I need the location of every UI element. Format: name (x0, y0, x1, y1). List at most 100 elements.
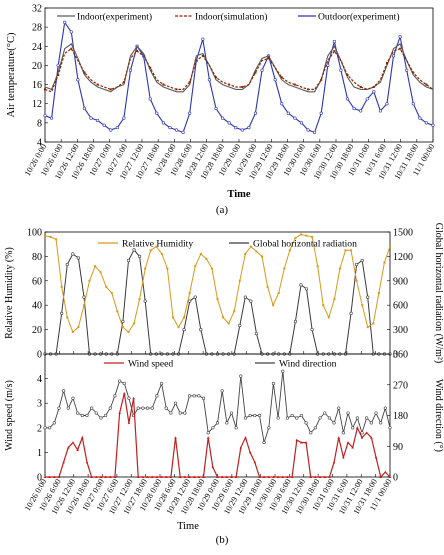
wind-speed-point (113, 475, 117, 478)
x-axis-title: Time (177, 521, 199, 532)
relative-humidity-point (366, 326, 369, 329)
global-horizontal-radiation-point (76, 256, 80, 260)
global-horizontal-radiation-point (121, 319, 125, 324)
relative-humidity-point (305, 234, 308, 237)
wind-direction-point (383, 406, 387, 410)
wind-direction-point (220, 389, 224, 393)
relative-humidity-point (322, 304, 325, 307)
relative-humidity-point (55, 238, 58, 241)
outdoor-experiment-point (398, 35, 402, 39)
outdoor-experiment-point (214, 106, 218, 111)
legend-label: Global horizontal radiation (253, 239, 357, 250)
wind-direction-point (211, 426, 215, 430)
wind-speed-point (351, 446, 355, 449)
outdoor-experiment-point (201, 37, 205, 41)
outdoor-experiment-point (372, 90, 376, 94)
indoor-simulation-point (188, 81, 191, 84)
outdoor-experiment-point (431, 123, 435, 127)
relative-humidity-point (160, 252, 163, 255)
wind-speed-point (169, 475, 173, 478)
wind-direction-point (248, 413, 252, 418)
wind-speed-point (276, 475, 280, 478)
wind-direction-point (281, 369, 285, 373)
wind-direction-point (113, 394, 117, 398)
indoor-simulation-point (44, 88, 46, 91)
relative-humidity-point (261, 255, 264, 258)
y-axis-title-left: Relative Humidity (%) (4, 247, 15, 339)
panel-b-humidity-radiation-chart: 0 20 40 60 80 100 0 300 600 900 1200 1500 Relative H… (4, 223, 444, 363)
global-horizontal-radiation-point (71, 252, 75, 256)
relative-humidity-point (216, 298, 219, 301)
y-tick-label-right: 1500 (393, 228, 413, 239)
relative-humidity-point (389, 245, 391, 248)
y-tick-label-right: 180 (393, 411, 408, 422)
indoor-simulation-point (175, 88, 178, 91)
wind-direction-point (99, 416, 103, 420)
global-horizontal-radiation-point (304, 287, 309, 291)
relative-humidity-point (149, 249, 152, 252)
relative-humidity-point (44, 234, 46, 237)
global-horizontal-radiation-point (299, 283, 303, 287)
wind-speed-point (314, 475, 317, 478)
indoor-experiment-line (44, 43, 434, 93)
y-tick-label-left: 3 (37, 399, 42, 410)
y-tick-label: 32 (32, 4, 42, 15)
outdoor-experiment-point (280, 102, 284, 106)
global-horizontal-radiation-point (65, 262, 69, 267)
wind-speed-point (197, 475, 201, 478)
outdoor-experiment-point (326, 63, 330, 68)
outdoor-experiment-point (306, 128, 310, 132)
wind-direction-point (192, 394, 196, 398)
wind-speed-point (150, 475, 154, 478)
relative-humidity-point (116, 310, 119, 313)
y-tick-label-right: 360 (393, 350, 408, 361)
legend-label: Wind speed (128, 359, 173, 370)
wind-direction-point (365, 416, 369, 420)
wind-direction-point (155, 394, 159, 398)
outdoor-experiment-point (181, 130, 185, 135)
outdoor-experiment-point (188, 111, 192, 115)
indoor-simulation-point (293, 83, 296, 86)
relative-humidity-point (155, 245, 158, 248)
outdoor-experiment-point (313, 130, 317, 135)
outdoor-experiment-point (155, 111, 159, 115)
outdoor-experiment-point (43, 114, 47, 118)
y-tick-label: 24 (32, 42, 42, 53)
wind-speed-point (155, 475, 159, 478)
relative-humidity-point (244, 252, 247, 255)
global-horizontal-radiation-point (293, 319, 298, 324)
y-tick-label-left: 0 (37, 473, 42, 484)
outdoor-experiment-point (319, 111, 323, 115)
outdoor-experiment-point (128, 68, 133, 72)
outdoor-experiment-point (161, 121, 165, 125)
outdoor-experiment-point (391, 54, 396, 58)
wind-speed-point (360, 436, 364, 439)
y-axis-title-right: Global horizontal radiation (W/m²) (433, 223, 444, 363)
indoor-simulation-point (333, 50, 336, 53)
outdoor-experiment-point (365, 97, 369, 101)
outdoor-experiment-point (69, 30, 73, 34)
wind-direction-point (145, 406, 150, 410)
wind-speed-point (211, 465, 215, 469)
outdoor-experiment-point (115, 126, 119, 130)
wind-speed-point (225, 475, 229, 478)
global-horizontal-radiation-point (243, 295, 247, 299)
wind-direction-point (197, 394, 201, 398)
relative-humidity-point (294, 237, 297, 240)
relative-humidity-point (372, 322, 375, 325)
wind-direction-point (262, 440, 266, 445)
indoor-simulation-point (359, 85, 362, 88)
wind-speed-line (45, 393, 391, 479)
relative-humidity-point (255, 250, 258, 253)
wind-speed-point (262, 475, 266, 478)
legend-label: Indoor(experiment) (77, 12, 152, 23)
indoor-simulation-point (320, 78, 323, 81)
wind-direction-point (206, 431, 210, 435)
wind-speed-point (286, 475, 289, 478)
wind-direction-point (48, 426, 52, 430)
wind-direction-point (108, 406, 112, 410)
wind-speed-point (267, 475, 271, 478)
plot-area-frame (44, 7, 434, 143)
wind-speed-point (230, 475, 233, 478)
relative-humidity-point (266, 285, 269, 288)
